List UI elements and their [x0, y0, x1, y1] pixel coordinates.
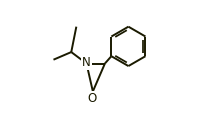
- Text: O: O: [88, 92, 97, 105]
- Text: N: N: [82, 56, 91, 69]
